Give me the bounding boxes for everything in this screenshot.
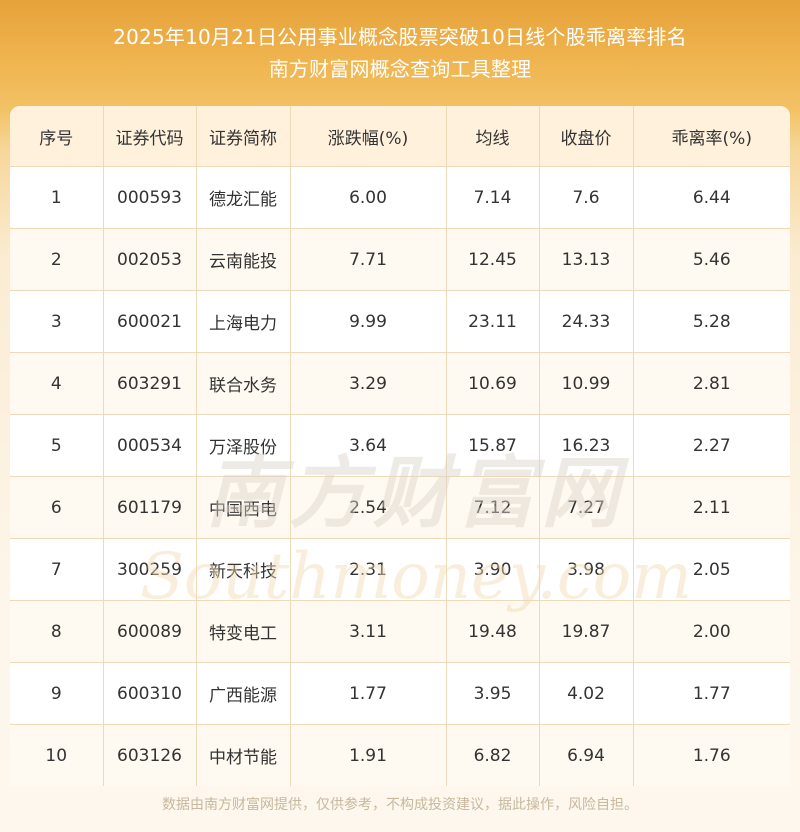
table-cell: 5.46 xyxy=(633,228,790,291)
table-cell: 7.12 xyxy=(446,476,540,539)
table-cell: 2.54 xyxy=(290,476,447,539)
table-row: 5 000534 万泽股份 3.64 15.87 16.23 2.27 xyxy=(10,414,790,477)
table-cell: 24.33 xyxy=(539,290,634,353)
column-header: 乖离率(%) xyxy=(633,106,790,167)
table-cell: 9 xyxy=(10,662,104,725)
table-cell: 000593 xyxy=(103,166,197,229)
table-row: 1 000593 德龙汇能 6.00 7.14 7.6 6.44 xyxy=(10,166,790,229)
table-cell: 6.44 xyxy=(633,166,790,229)
table-cell: 12.45 xyxy=(446,228,540,291)
footer-disclaimer: 数据由南方财富网提供，仅供参考，不构成投资建议，据此操作，风险自担。 xyxy=(162,797,638,813)
table-cell: 9.99 xyxy=(290,290,447,353)
table-cell: 广西能源 xyxy=(196,662,291,725)
table-header-row: 序号 证券代码 证券简称 涨跌幅(%) 均线 收盘价 乖离率(%) xyxy=(10,106,790,167)
table-cell: 10.99 xyxy=(539,352,634,415)
table-cell: 6.82 xyxy=(446,724,540,786)
column-header: 收盘价 xyxy=(539,106,634,167)
table-cell: 1.77 xyxy=(633,662,790,725)
table-cell: 300259 xyxy=(103,538,197,601)
table-cell: 603126 xyxy=(103,724,197,786)
table-cell: 联合水务 xyxy=(196,352,291,415)
table-cell: 7.6 xyxy=(539,166,634,229)
table-cell: 16.23 xyxy=(539,414,634,477)
table-cell: 8 xyxy=(10,600,104,663)
table-cell: 19.87 xyxy=(539,600,634,663)
table-cell: 7 xyxy=(10,538,104,601)
table-cell: 新天科技 xyxy=(196,538,291,601)
table-cell: 600021 xyxy=(103,290,197,353)
table-cell: 23.11 xyxy=(446,290,540,353)
title-line-1: 2025年10月21日公用事业概念股票突破10日线个股乖离率排名 xyxy=(113,25,687,49)
table-cell: 2.27 xyxy=(633,414,790,477)
ranking-table-card: 序号 证券代码 证券简称 涨跌幅(%) 均线 收盘价 乖离率(%) 1 000593 德龙汇能 6… xyxy=(10,106,790,786)
table-cell: 5.28 xyxy=(633,290,790,353)
table-cell: 3.90 xyxy=(446,538,540,601)
table-cell: 000534 xyxy=(103,414,197,477)
table-cell: 1.91 xyxy=(290,724,447,786)
table-cell: 6 xyxy=(10,476,104,539)
page-title: 2025年10月21日公用事业概念股票突破10日线个股乖离率排名 南方财富网概念… xyxy=(0,22,800,84)
column-header: 均线 xyxy=(446,106,540,167)
table-cell: 2.11 xyxy=(633,476,790,539)
table-cell: 7.27 xyxy=(539,476,634,539)
column-header: 序号 xyxy=(10,106,104,167)
table-cell: 3.29 xyxy=(290,352,447,415)
table-cell: 云南能投 xyxy=(196,228,291,291)
table-cell: 1.76 xyxy=(633,724,790,786)
table-cell: 3.98 xyxy=(539,538,634,601)
title-line-2: 南方财富网概念查询工具整理 xyxy=(268,57,532,81)
table-cell: 上海电力 xyxy=(196,290,291,353)
table-row: 2 002053 云南能投 7.71 12.45 13.13 5.46 xyxy=(10,228,790,291)
table-cell: 6.00 xyxy=(290,166,447,229)
table-cell: 19.48 xyxy=(446,600,540,663)
table-cell: 5 xyxy=(10,414,104,477)
table-cell: 10 xyxy=(10,724,104,786)
table-row: 4 603291 联合水务 3.29 10.69 10.99 2.81 xyxy=(10,352,790,415)
table-cell: 2.31 xyxy=(290,538,447,601)
table-cell: 601179 xyxy=(103,476,197,539)
column-header: 涨跌幅(%) xyxy=(290,106,447,167)
table-cell: 3 xyxy=(10,290,104,353)
table-cell: 603291 xyxy=(103,352,197,415)
table-cell: 2.05 xyxy=(633,538,790,601)
table-cell: 特变电工 xyxy=(196,600,291,663)
table-row: 10 603126 中材节能 1.91 6.82 6.94 1.76 xyxy=(10,724,790,786)
table-cell: 4 xyxy=(10,352,104,415)
table-cell: 002053 xyxy=(103,228,197,291)
table-cell: 3.64 xyxy=(290,414,447,477)
ranking-table: 序号 证券代码 证券简称 涨跌幅(%) 均线 收盘价 乖离率(%) 1 000593 德龙汇能 6… xyxy=(10,106,790,786)
table-body: 1 000593 德龙汇能 6.00 7.14 7.6 6.44 2 002053 云南能投 7.7… xyxy=(10,166,790,786)
table-cell: 2.81 xyxy=(633,352,790,415)
table-cell: 1.77 xyxy=(290,662,447,725)
table-cell: 2.00 xyxy=(633,600,790,663)
table-cell: 10.69 xyxy=(446,352,540,415)
table-row: 9 600310 广西能源 1.77 3.95 4.02 1.77 xyxy=(10,662,790,725)
table-cell: 4.02 xyxy=(539,662,634,725)
table-cell: 中材节能 xyxy=(196,724,291,786)
table-cell: 3.95 xyxy=(446,662,540,725)
table-cell: 1 xyxy=(10,166,104,229)
table-cell: 7.71 xyxy=(290,228,447,291)
table-row: 3 600021 上海电力 9.99 23.11 24.33 5.28 xyxy=(10,290,790,353)
table-cell: 6.94 xyxy=(539,724,634,786)
table-cell: 13.13 xyxy=(539,228,634,291)
table-cell: 600310 xyxy=(103,662,197,725)
table-row: 8 600089 特变电工 3.11 19.48 19.87 2.00 xyxy=(10,600,790,663)
column-header: 证券简称 xyxy=(196,106,291,167)
table-cell: 万泽股份 xyxy=(196,414,291,477)
table-cell: 15.87 xyxy=(446,414,540,477)
table-cell: 德龙汇能 xyxy=(196,166,291,229)
table-row: 7 300259 新天科技 2.31 3.90 3.98 2.05 xyxy=(10,538,790,601)
table-cell: 2 xyxy=(10,228,104,291)
table-cell: 中国西电 xyxy=(196,476,291,539)
table-cell: 7.14 xyxy=(446,166,540,229)
table-cell: 3.11 xyxy=(290,600,447,663)
column-header: 证券代码 xyxy=(103,106,197,167)
table-row: 6 601179 中国西电 2.54 7.12 7.27 2.11 xyxy=(10,476,790,539)
table-cell: 600089 xyxy=(103,600,197,663)
